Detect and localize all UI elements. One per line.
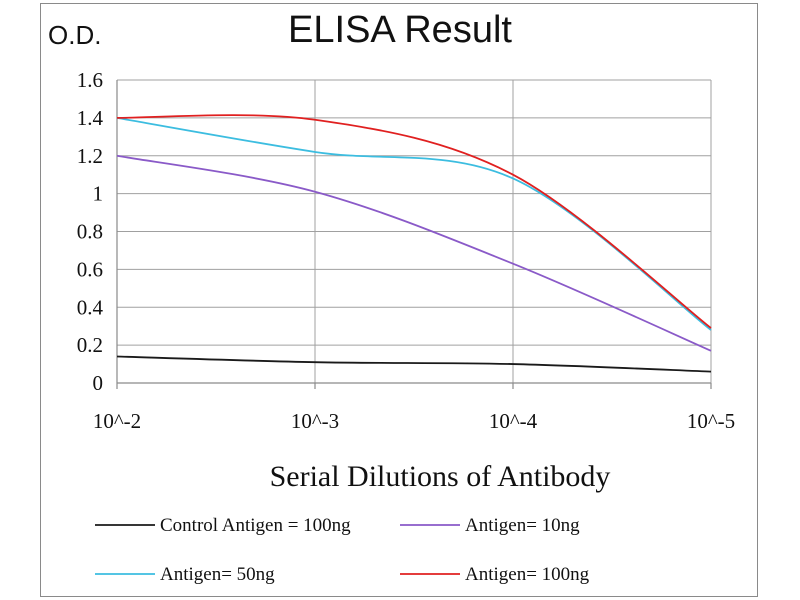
y-tick-label: 0.8 xyxy=(77,220,103,244)
x-tick-label: 10^-5 xyxy=(687,409,735,433)
series-line-3 xyxy=(116,114,712,329)
x-axis-label: Serial Dilutions of Antibody xyxy=(270,460,611,493)
y-tick-label: 0 xyxy=(93,371,104,395)
y-tick-label: 1.6 xyxy=(77,68,103,92)
legend-label-3: Antigen= 100ng xyxy=(465,564,590,585)
x-tick-label: 10^-2 xyxy=(93,409,141,433)
y-tick-labels: 0 0.2 0.4 0.6 0.8 1 1.2 1.4 1.6 xyxy=(77,68,104,395)
y-tick-label: 0.2 xyxy=(77,333,103,357)
series-line-0 xyxy=(116,355,712,373)
chart-title: ELISA Result xyxy=(288,9,512,51)
grid-layer xyxy=(116,79,712,389)
y-tick-label: 0.4 xyxy=(77,295,104,319)
x-tick-label: 10^-4 xyxy=(489,409,538,433)
y-unit-label: O.D. xyxy=(48,20,101,50)
x-tick-label: 10^-3 xyxy=(291,409,339,433)
y-tick-label: 1.4 xyxy=(77,106,104,130)
legend-label-2: Antigen= 50ng xyxy=(160,564,275,585)
legend: Control Antigen = 100ng Antigen= 10ng Anti… xyxy=(95,515,590,585)
legend-label-1: Antigen= 10ng xyxy=(465,515,580,536)
series-line-1 xyxy=(116,154,712,352)
y-tick-label: 1.2 xyxy=(77,144,103,168)
series-lines xyxy=(116,114,712,373)
y-tick-label: 0.6 xyxy=(77,257,103,281)
y-tick-label: 1 xyxy=(93,182,104,206)
legend-label-0: Control Antigen = 100ng xyxy=(160,515,351,536)
x-tick-labels: 10^-2 10^-3 10^-4 10^-5 xyxy=(93,409,735,433)
chart-frame xyxy=(40,3,758,597)
